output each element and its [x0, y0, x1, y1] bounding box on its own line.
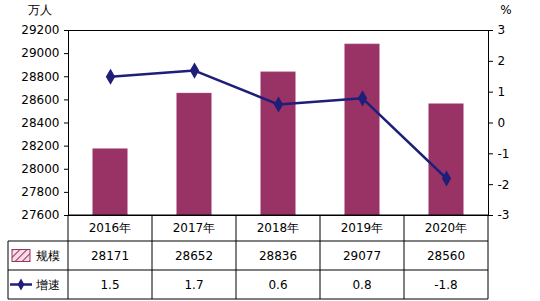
svg-text:增速: 增速	[35, 278, 60, 292]
svg-text:规模: 规模	[36, 249, 60, 263]
svg-text:29200: 29200	[21, 23, 59, 37]
svg-text:28000: 28000	[21, 162, 59, 176]
svg-text:-2: -2	[498, 178, 510, 192]
svg-text:0.6: 0.6	[268, 278, 287, 292]
svg-text:28400: 28400	[21, 116, 59, 130]
svg-text:28652: 28652	[175, 249, 213, 263]
svg-text:-3: -3	[498, 208, 510, 222]
svg-text:万人: 万人	[28, 3, 52, 17]
svg-text:1: 1	[498, 85, 506, 99]
svg-text:0.8: 0.8	[352, 278, 371, 292]
svg-text:2018年: 2018年	[257, 221, 300, 235]
svg-text:27600: 27600	[21, 208, 59, 222]
svg-text:28600: 28600	[21, 93, 59, 107]
svg-text:28800: 28800	[21, 70, 59, 84]
svg-text:0: 0	[498, 116, 506, 130]
svg-text:28171: 28171	[91, 249, 129, 263]
svg-text:28200: 28200	[21, 139, 59, 153]
svg-text:-1: -1	[498, 147, 510, 161]
svg-text:2017年: 2017年	[173, 221, 216, 235]
svg-text:27800: 27800	[21, 185, 59, 199]
svg-text:2020年: 2020年	[425, 221, 468, 235]
svg-text:1.7: 1.7	[184, 278, 203, 292]
svg-text:2019年: 2019年	[341, 221, 384, 235]
svg-text:29077: 29077	[343, 249, 381, 263]
svg-text:%: %	[500, 3, 511, 17]
svg-text:-1.8: -1.8	[434, 278, 457, 292]
svg-text:28560: 28560	[427, 249, 465, 263]
svg-text:1.5: 1.5	[100, 278, 119, 292]
svg-text:2: 2	[498, 54, 506, 68]
svg-text:2016年: 2016年	[89, 221, 132, 235]
svg-text:29000: 29000	[21, 46, 59, 60]
svg-text:28836: 28836	[259, 249, 297, 263]
svg-text:3: 3	[498, 23, 506, 37]
